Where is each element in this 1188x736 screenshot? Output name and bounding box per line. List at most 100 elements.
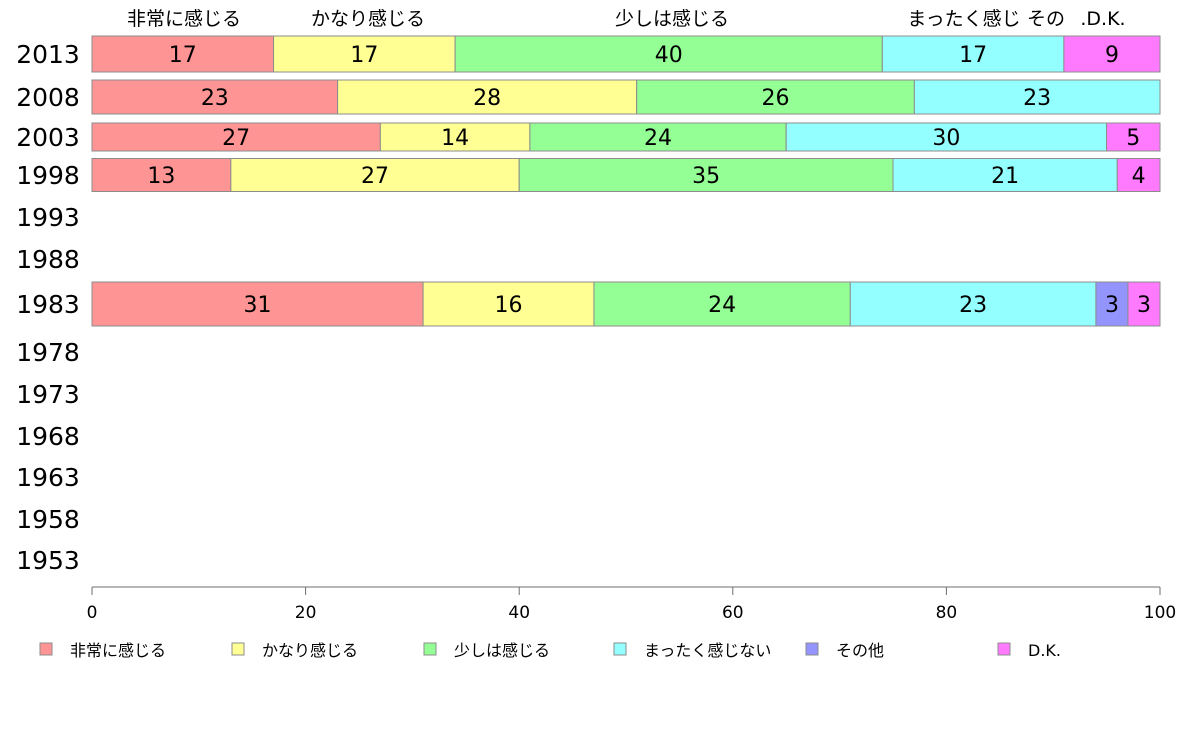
bar-segment (91, 79, 339, 115)
data-label: 26 (762, 86, 790, 111)
legend-label: D.K. (1028, 641, 1061, 660)
legend-swatch (423, 642, 437, 656)
year-label: 1963 (16, 463, 80, 492)
legend-swatch (805, 642, 819, 656)
legend-item: 少しは感じる (423, 641, 550, 660)
data-label: 5 (1126, 126, 1140, 151)
data-label: 23 (1023, 86, 1051, 111)
bar-segment (91, 122, 381, 152)
x-tick-label: 40 (508, 603, 530, 623)
data-label: 3 (1137, 293, 1151, 318)
bar-segment (913, 79, 1161, 115)
bar-segment (529, 122, 787, 152)
data-label: 9 (1105, 43, 1119, 68)
year-label: 1983 (16, 290, 80, 319)
legend-swatch (997, 642, 1011, 656)
top-category-label: .D.K. (1080, 8, 1125, 30)
data-label: 31 (244, 293, 272, 318)
data-label: 28 (473, 86, 501, 111)
bar-row: 27 14 24 30 5 (91, 122, 1161, 152)
bar-segment (892, 158, 1118, 192)
year-label: 1968 (16, 422, 80, 451)
year-label: 1973 (16, 380, 80, 409)
bar-segment (91, 35, 275, 73)
data-label: 3 (1105, 293, 1119, 318)
year-label: 1953 (16, 546, 80, 575)
legend-item: D.K. (997, 641, 1061, 660)
year-label: 1998 (16, 161, 80, 190)
legend-swatch (39, 642, 53, 656)
legend-label: その他 (836, 641, 884, 660)
legend: 非常に感じる かなり感じる 少しは感じる まったく感じない その他 D.K. (39, 641, 1061, 660)
bar-segment (593, 281, 851, 327)
bars-layer: 17 17 40 17 9 23 28 26 23 27 14 24 30 5 13 27 35 21 4 31 16 2… (91, 35, 1161, 327)
legend-label: 非常に感じる (70, 641, 166, 660)
data-label: 27 (222, 126, 250, 151)
data-label: 14 (441, 126, 469, 151)
x-tick-label: 0 (87, 603, 98, 623)
x-tick-label: 60 (722, 603, 744, 623)
data-label: 30 (932, 126, 960, 151)
data-label: 23 (201, 86, 229, 111)
data-label: 13 (147, 164, 175, 189)
x-tick-label: 80 (936, 603, 958, 623)
year-label: 2008 (16, 83, 80, 112)
legend-item: その他 (805, 641, 884, 660)
year-label: 1958 (16, 505, 80, 534)
bar-segment (785, 122, 1108, 152)
bar-segment (1063, 35, 1161, 73)
year-label: 1978 (16, 338, 80, 367)
data-label: 16 (495, 293, 523, 318)
bar-segment (1127, 281, 1161, 327)
x-tick-label: 100 (1144, 603, 1176, 623)
top-category-label: その (1027, 8, 1065, 30)
year-label: 1993 (16, 203, 80, 232)
bar-segment (849, 281, 1097, 327)
bar-segment (636, 79, 915, 115)
bar-row: 17 17 40 17 9 (91, 35, 1161, 73)
legend-item: 非常に感じる (39, 641, 166, 660)
top-category-labels: 非常に感じる かなり感じる 少しは感じる まったく感じ その .D.K. (127, 8, 1126, 30)
bar-row: 13 27 35 21 4 (91, 158, 1161, 192)
data-label: 4 (1132, 164, 1146, 189)
data-label: 24 (644, 126, 672, 151)
bar-segment (1106, 122, 1161, 152)
bar-segment (91, 281, 424, 327)
x-axis: 0 20 40 60 80 100 (87, 586, 1176, 623)
bar-segment (454, 35, 883, 73)
data-label: 24 (708, 293, 736, 318)
top-category-label: まったく感じ (907, 8, 1020, 30)
bar-row: 31 16 24 23 3 3 (91, 281, 1161, 327)
bar-row: 23 28 26 23 (91, 79, 1161, 115)
data-label: 21 (991, 164, 1019, 189)
legend-label: まったく感じない (644, 641, 771, 660)
legend-label: 少しは感じる (454, 641, 550, 660)
bar-segment (518, 158, 894, 192)
bar-segment (1116, 158, 1161, 192)
bar-segment (422, 281, 595, 327)
data-label: 17 (959, 43, 987, 68)
year-labels: 2013 2008 2003 1998 1993 1988 1983 1978 1973 1968… (16, 40, 80, 575)
x-tick-label: 20 (295, 603, 317, 623)
data-label: 23 (959, 293, 987, 318)
data-label: 27 (361, 164, 389, 189)
data-label: 17 (169, 43, 197, 68)
bar-segment (273, 35, 456, 73)
legend-label: かなり感じる (262, 641, 358, 660)
year-label: 1988 (16, 245, 80, 274)
data-label: 17 (350, 43, 378, 68)
legend-item: まったく感じない (613, 641, 771, 660)
data-label: 35 (692, 164, 720, 189)
data-label: 40 (655, 43, 683, 68)
legend-swatch (613, 642, 627, 656)
bar-segment (337, 79, 638, 115)
top-category-label: 少しは感じる (615, 8, 729, 30)
year-label: 2013 (16, 40, 80, 69)
bar-segment (230, 158, 520, 192)
top-category-label: かなり感じる (311, 8, 425, 30)
year-label: 2003 (16, 123, 80, 152)
legend-swatch (231, 642, 245, 656)
legend-item: かなり感じる (231, 641, 358, 660)
top-category-label: 非常に感じる (127, 8, 241, 30)
